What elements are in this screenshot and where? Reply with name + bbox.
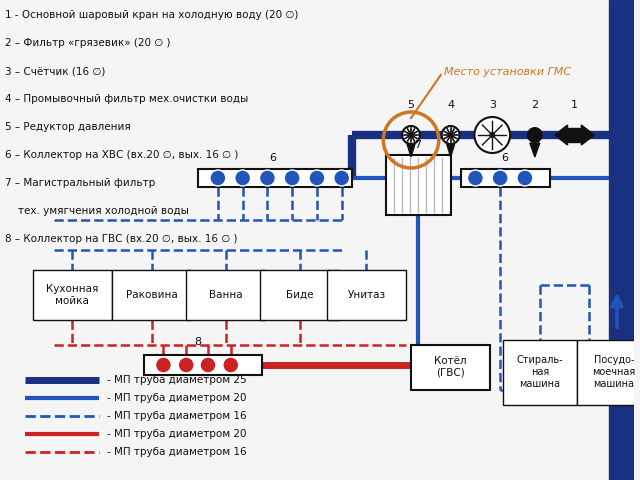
Circle shape — [156, 357, 172, 373]
Text: - МП труба диаметром 20: - МП труба диаметром 20 — [107, 393, 246, 403]
Text: Кухонная
мойка: Кухонная мойка — [46, 284, 99, 306]
Text: Биде: Биде — [286, 290, 314, 300]
Circle shape — [467, 170, 483, 186]
Ellipse shape — [402, 126, 420, 144]
Text: - МП труба диаметром 20: - МП труба диаметром 20 — [107, 429, 246, 439]
Text: Раковина: Раковина — [125, 290, 177, 300]
Polygon shape — [555, 125, 568, 145]
Bar — [503, 340, 577, 405]
Text: 4 – Промывочный фильтр мех.очистки воды: 4 – Промывочный фильтр мех.очистки воды — [5, 94, 248, 104]
Polygon shape — [407, 144, 415, 157]
Text: 3 – Счётчик (16 ∅): 3 – Счётчик (16 ∅) — [5, 66, 106, 76]
Text: тех. умягчения холодной воды: тех. умягчения холодной воды — [5, 206, 189, 216]
Text: 1: 1 — [571, 100, 578, 110]
Circle shape — [474, 117, 510, 153]
Circle shape — [200, 357, 216, 373]
Text: 5: 5 — [408, 100, 415, 110]
Circle shape — [284, 170, 300, 186]
Text: 6 – Коллектор на ХВС (вх.20 ∅, вых. 16 ∅ ): 6 – Коллектор на ХВС (вх.20 ∅, вых. 16 ∅… — [5, 150, 238, 160]
Bar — [609, 0, 634, 480]
Circle shape — [179, 357, 194, 373]
Ellipse shape — [527, 127, 543, 143]
Text: Посудо-
моечная
машина: Посудо- моечная машина — [593, 355, 636, 389]
Text: Место установки ГМС: Место установки ГМС — [444, 67, 571, 77]
Text: 4: 4 — [447, 100, 454, 110]
Text: 2: 2 — [531, 100, 538, 110]
Bar — [577, 340, 640, 405]
Text: - МП труба диаметром 16: - МП труба диаметром 16 — [107, 447, 246, 457]
Polygon shape — [447, 144, 454, 157]
Polygon shape — [530, 143, 540, 157]
Text: 8: 8 — [195, 337, 202, 347]
Bar — [143, 355, 262, 375]
Bar — [568, 128, 581, 142]
Circle shape — [492, 170, 508, 186]
Ellipse shape — [442, 126, 460, 144]
Text: 7 – Магистральный фильтр: 7 – Магистральный фильтр — [5, 178, 156, 188]
Polygon shape — [581, 125, 595, 145]
Bar — [461, 169, 550, 187]
Text: 6: 6 — [269, 153, 276, 163]
Circle shape — [334, 170, 349, 186]
Bar — [198, 169, 351, 187]
Circle shape — [309, 170, 325, 186]
Circle shape — [223, 357, 239, 373]
Bar — [387, 155, 451, 215]
Text: Унитаз: Унитаз — [348, 290, 385, 300]
Text: 3: 3 — [489, 100, 496, 110]
Bar — [260, 270, 340, 320]
Bar — [112, 270, 191, 320]
Text: Ванна: Ванна — [209, 290, 243, 300]
Text: 5 – Редуктор давления: 5 – Редуктор давления — [5, 122, 131, 132]
Text: Стираль-
ная
машина: Стираль- ная машина — [516, 355, 563, 389]
Text: 1 - Основной шаровый кран на холодную воду (20 ∅): 1 - Основной шаровый кран на холодную во… — [5, 10, 298, 20]
Circle shape — [489, 132, 495, 138]
Bar — [33, 270, 112, 320]
Text: Котёл
(ГВС): Котёл (ГВС) — [435, 356, 467, 378]
Text: 2 – Фильтр «грязевик» (20 ∅ ): 2 – Фильтр «грязевик» (20 ∅ ) — [5, 38, 170, 48]
Text: - МП труба диаметром 16: - МП труба диаметром 16 — [107, 411, 246, 421]
Circle shape — [210, 170, 226, 186]
Circle shape — [517, 170, 533, 186]
Bar — [327, 270, 406, 320]
Circle shape — [235, 170, 251, 186]
Bar — [186, 270, 266, 320]
Circle shape — [259, 170, 275, 186]
Text: - МП труба диаметром 25: - МП труба диаметром 25 — [107, 375, 246, 385]
Text: 6: 6 — [502, 153, 509, 163]
Text: 8 – Коллектор на ГВС (вх.20 ∅, вых. 16 ∅ ): 8 – Коллектор на ГВС (вх.20 ∅, вых. 16 ∅… — [5, 234, 237, 244]
Bar — [411, 345, 490, 390]
Text: 7: 7 — [414, 140, 422, 150]
